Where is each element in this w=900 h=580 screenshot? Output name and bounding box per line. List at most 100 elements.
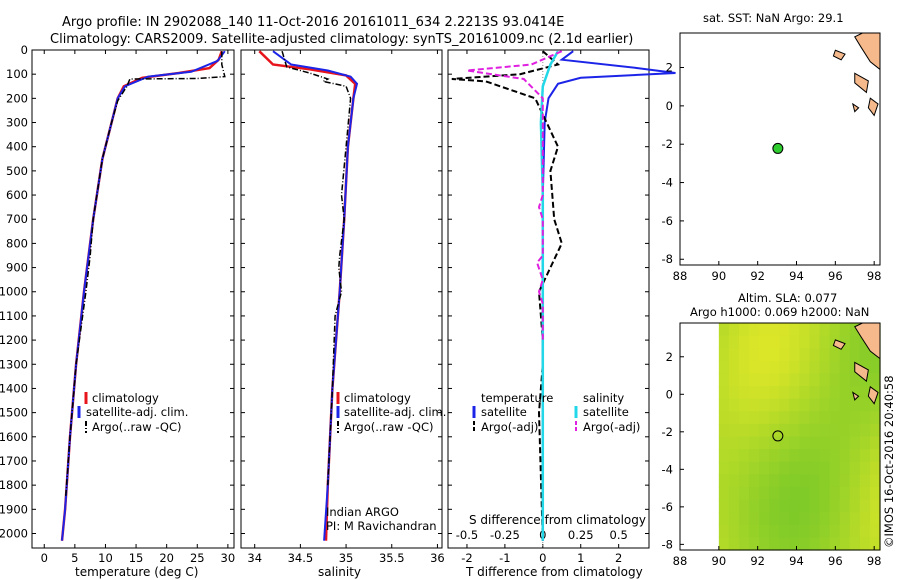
sla-cell bbox=[779, 386, 790, 400]
sla-cell bbox=[819, 499, 831, 513]
map-x-tick-label: 94 bbox=[789, 554, 804, 568]
sla-cell bbox=[869, 461, 881, 475]
sla-cell bbox=[728, 398, 740, 412]
sla-cell bbox=[779, 537, 790, 551]
difference-legend: temperature salinity satellite Argo(-adj… bbox=[472, 391, 640, 434]
sla-cell bbox=[789, 499, 801, 513]
sla-cell bbox=[789, 436, 801, 450]
sla-cell bbox=[738, 335, 750, 349]
sla-cell bbox=[718, 499, 730, 513]
sla-cell bbox=[779, 512, 790, 526]
sla-cell bbox=[769, 386, 780, 400]
sst-map-land bbox=[832, 32, 881, 117]
map-x-tick-label: 98 bbox=[867, 554, 882, 568]
sla-cell bbox=[829, 386, 841, 400]
sla-cell bbox=[809, 348, 821, 362]
map-x-tick-label: 94 bbox=[789, 269, 804, 283]
sla-cell bbox=[859, 499, 871, 513]
map-y-tick-label: -2 bbox=[662, 137, 673, 151]
sla-cell bbox=[759, 348, 770, 362]
map-y-tick-label: 2 bbox=[666, 350, 673, 364]
sla-cell bbox=[749, 386, 760, 400]
sla-cell bbox=[799, 486, 811, 501]
sla-cell bbox=[779, 348, 790, 362]
sla-cell bbox=[728, 348, 740, 362]
sla-cell bbox=[819, 486, 831, 501]
sla-cell bbox=[859, 360, 871, 375]
series-line-argo-raw-qc- bbox=[64, 51, 226, 498]
sla-cell bbox=[789, 386, 801, 400]
sla-cell bbox=[819, 474, 831, 488]
sla-cell bbox=[759, 423, 770, 438]
sla-cell bbox=[849, 512, 861, 526]
sla-cell bbox=[829, 360, 841, 375]
sla-cell bbox=[819, 348, 831, 362]
sla-cell bbox=[728, 499, 740, 513]
sla-cell bbox=[869, 398, 881, 412]
sla-cell bbox=[718, 436, 730, 450]
sla-cell bbox=[779, 461, 790, 475]
sla-cell bbox=[869, 360, 881, 375]
temperature-panel: 0 5 10 15 20 25 30 temperature (deg C) climato… bbox=[31, 49, 235, 579]
sla-cell bbox=[809, 461, 821, 475]
sla-cell bbox=[829, 398, 841, 412]
sla-cell bbox=[718, 373, 730, 387]
depth-tick-label: 1600 bbox=[0, 430, 28, 444]
sla-cell bbox=[769, 323, 780, 337]
depth-tick-label: 600 bbox=[6, 188, 28, 202]
depth-tick-label: 0 bbox=[21, 43, 28, 57]
s-tick-label: 0.5 bbox=[610, 528, 628, 542]
sla-cell bbox=[859, 348, 871, 362]
sla-cell bbox=[769, 524, 780, 538]
sla-cell bbox=[728, 436, 740, 450]
sla-cell bbox=[769, 474, 780, 488]
map-y-tick-label: -2 bbox=[662, 425, 673, 439]
temperature-legend: climatology satellite-adj. clim. Argo(..… bbox=[77, 391, 188, 434]
sla-cell bbox=[728, 323, 740, 337]
sla-cell bbox=[738, 512, 750, 526]
series-line-satellite-adj-clim- bbox=[61, 50, 226, 541]
x-tick-label: 35.5 bbox=[379, 551, 405, 565]
figure-title-line1: Argo profile: IN 2902088_140 11-Oct-2016… bbox=[62, 15, 564, 30]
map-y-tick-label: -4 bbox=[662, 176, 673, 190]
sla-cell bbox=[779, 436, 790, 450]
sla-cell bbox=[718, 323, 730, 337]
sla-cell bbox=[759, 474, 770, 488]
difference-series bbox=[451, 50, 676, 541]
sla-cell bbox=[859, 386, 871, 400]
sla-cell bbox=[799, 348, 811, 362]
sla-cell bbox=[728, 335, 740, 349]
sla-cell bbox=[839, 474, 851, 488]
sla-cell bbox=[789, 486, 801, 501]
credit-indian-argo: Indian ARGO bbox=[326, 505, 399, 519]
island bbox=[852, 102, 860, 113]
sla-cell bbox=[819, 323, 831, 337]
sla-cell bbox=[738, 499, 750, 513]
sla-cell bbox=[859, 423, 871, 438]
legend-climatology: climatology bbox=[344, 391, 411, 405]
sla-cell bbox=[738, 398, 750, 412]
series-line-temperature-satellite bbox=[541, 50, 676, 541]
sla-cell bbox=[839, 486, 851, 501]
sla-map-axes-box bbox=[679, 322, 881, 551]
island bbox=[832, 339, 846, 350]
depth-tick-label: 1000 bbox=[0, 285, 28, 299]
sla-cell bbox=[869, 524, 881, 538]
sla-cell bbox=[779, 360, 790, 375]
sla-cell bbox=[869, 449, 881, 463]
sla-cell bbox=[769, 335, 780, 349]
sla-cell bbox=[779, 486, 790, 501]
sla-cell bbox=[819, 537, 831, 551]
sla-cell bbox=[809, 335, 821, 349]
x-tick-label: 0 bbox=[539, 551, 546, 565]
x-tick-label: 5 bbox=[71, 551, 78, 565]
sla-cell bbox=[839, 373, 851, 387]
sla-cell bbox=[859, 474, 871, 488]
sla-cell bbox=[839, 360, 851, 375]
x-tick-label: 35 bbox=[339, 551, 354, 565]
depth-tick-label: 100 bbox=[6, 67, 28, 81]
sla-cell bbox=[859, 537, 871, 551]
sla-cell bbox=[799, 436, 811, 450]
sla-cell bbox=[799, 386, 811, 400]
